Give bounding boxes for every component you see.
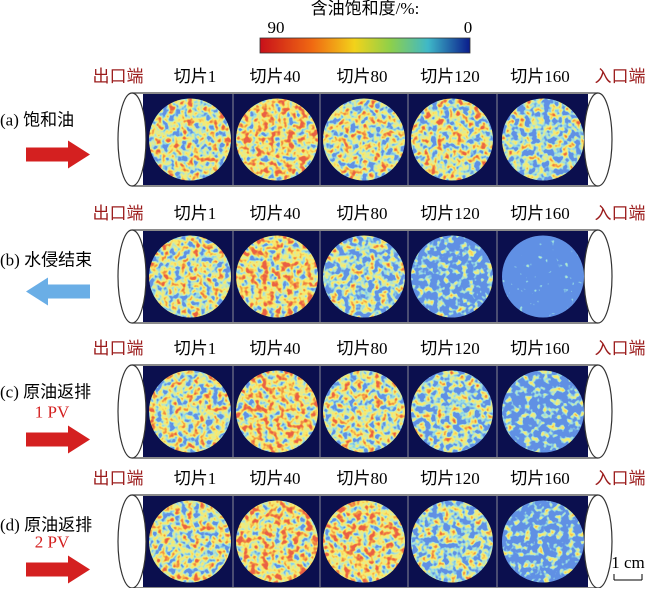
slice-image (323, 235, 405, 318)
slice-image (149, 500, 231, 583)
row-label: (c) 原油返排 (0, 382, 91, 401)
cylinder-end (583, 229, 613, 324)
colorbar-tick: 0 (464, 18, 473, 37)
slice-image (502, 370, 584, 453)
slice-label: 切片80 (337, 204, 388, 223)
slice-image (323, 500, 405, 583)
slice-label: 切片1 (174, 67, 217, 86)
slice-image (149, 98, 231, 181)
slice-label: 切片120 (420, 204, 480, 223)
slice-label: 切片80 (337, 339, 388, 358)
slice-label: 切片160 (510, 469, 570, 488)
flow-arrow (26, 140, 90, 169)
slice-label: 切片80 (337, 469, 388, 488)
slice-label: 切片120 (420, 67, 480, 86)
inlet-label: 入口端 (595, 469, 646, 488)
slice-image (411, 98, 493, 181)
slice-image (502, 235, 584, 318)
slice-label: 切片40 (250, 339, 301, 358)
cylinder-end (117, 92, 147, 187)
slice-image (502, 98, 584, 181)
slice-image (411, 370, 493, 453)
slice-image (323, 370, 405, 453)
cylinder-end (117, 364, 147, 459)
slice-label: 切片120 (420, 469, 480, 488)
colorbar-tick: 90 (268, 18, 285, 37)
cylinder-end (117, 494, 147, 589)
slice-label: 切片160 (510, 339, 570, 358)
cylinder-end (117, 229, 147, 324)
slice-label: 切片160 (510, 204, 570, 223)
slice-image (411, 235, 493, 318)
inlet-label: 入口端 (595, 339, 646, 358)
slice-image (236, 500, 318, 583)
pv-label: 1 PV (35, 402, 70, 421)
outlet-label: 出口端 (93, 469, 144, 488)
slice-image (236, 370, 318, 453)
slice-label: 切片40 (250, 469, 301, 488)
slice-image (149, 235, 231, 318)
outlet-label: 出口端 (93, 339, 144, 358)
slice-label: 切片80 (337, 67, 388, 86)
slice-label: 切片120 (420, 339, 480, 358)
inlet-label: 入口端 (595, 67, 646, 86)
flow-arrow (26, 277, 90, 306)
slice-image (323, 98, 405, 181)
slice-image (149, 370, 231, 453)
slice-label: 切片1 (174, 339, 217, 358)
cylinder-end (583, 92, 613, 187)
outlet-label: 出口端 (93, 204, 144, 223)
slice-image (236, 235, 318, 318)
cylinder-end (583, 494, 613, 589)
scale-label: 1 cm (611, 553, 645, 572)
inlet-label: 入口端 (595, 204, 646, 223)
slice-label: 切片1 (174, 469, 217, 488)
cylinder-end (583, 364, 613, 459)
row-label: (b) 水侵结束 (0, 250, 92, 269)
colorbar (259, 37, 471, 54)
flow-arrow (26, 425, 90, 454)
row-label: (a) 饱和油 (0, 110, 74, 129)
flow-arrow (26, 555, 90, 584)
slice-label: 切片40 (250, 67, 301, 86)
slice-label: 切片160 (510, 67, 570, 86)
pv-label: 2 PV (35, 532, 70, 551)
row-label: (d) 原油返排 (0, 515, 92, 534)
slice-image (502, 500, 584, 583)
slice-label: 切片1 (174, 204, 217, 223)
slice-image (236, 98, 318, 181)
colorbar-title: 含油饱和度/%: (311, 0, 420, 18)
slice-label: 切片40 (250, 204, 301, 223)
outlet-label: 出口端 (93, 67, 144, 86)
slice-image (411, 500, 493, 583)
